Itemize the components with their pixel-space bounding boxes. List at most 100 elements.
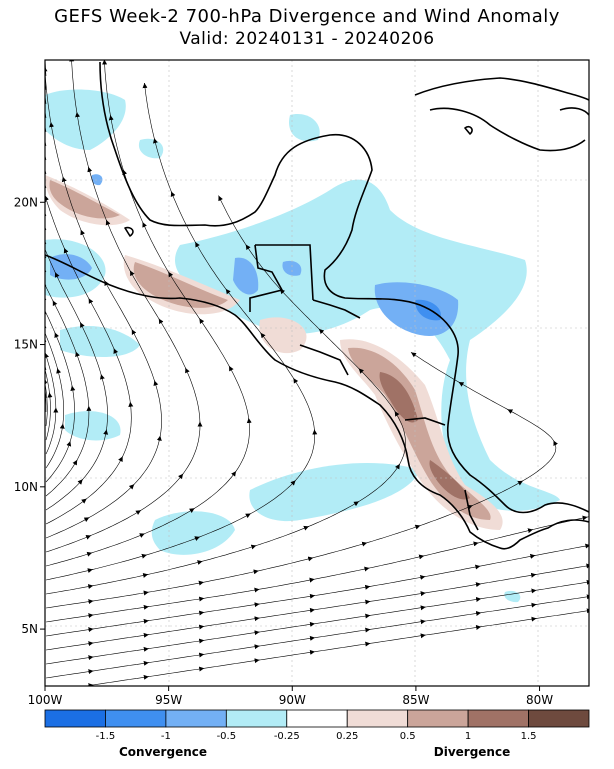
strong-divergence-shading <box>49 180 491 520</box>
streamline-arrow <box>83 517 90 523</box>
streamline <box>45 596 589 679</box>
streamline-arrow <box>197 560 203 565</box>
streamline-arrow <box>156 435 162 442</box>
lon-tick-label: 85W <box>402 693 429 707</box>
streamline-arrow <box>88 298 94 304</box>
streamline-arrow <box>59 423 65 429</box>
streamline-arrow <box>309 607 316 613</box>
streamline-arrow <box>527 528 534 534</box>
colorbar-left-label: Convergence <box>119 745 207 759</box>
colorbar-tick-label: -0.5 <box>217 731 237 742</box>
streamline-arrow <box>199 318 205 324</box>
lon-tick-label: 95W <box>155 693 182 707</box>
streamline-arrow <box>475 597 482 602</box>
streamline-arrow <box>87 166 93 173</box>
streamline-arrow <box>88 599 94 605</box>
streamline-arrow <box>309 577 315 583</box>
streamline-arrow <box>420 619 426 625</box>
streamline-arrow <box>198 638 205 644</box>
streamline <box>45 382 48 427</box>
streamline <box>45 581 589 665</box>
lon-tick-label: 90W <box>279 693 306 707</box>
colorbar-segment <box>105 709 167 728</box>
streamline-arrow <box>419 574 426 580</box>
lat-tick-label: 5N <box>21 622 38 636</box>
colorbar-segment <box>44 709 106 728</box>
streamline-arrow <box>309 593 316 599</box>
convergence-shading <box>45 89 560 603</box>
streamline-arrow <box>139 533 145 538</box>
streamline-arrow <box>231 470 237 477</box>
streamline-arrow <box>586 563 589 569</box>
streamline-arrow <box>290 480 296 486</box>
streamline-arrow <box>88 683 94 686</box>
streamline-arrow <box>420 591 426 597</box>
colorbar-tick-label: 0.25 <box>336 731 358 742</box>
streamline-arrow <box>198 624 205 630</box>
streamline-arrow <box>142 573 149 578</box>
streamline-arrow <box>185 367 190 374</box>
streamline-arrow <box>141 553 147 559</box>
streamline-arrow <box>365 613 371 619</box>
colorbar-right-label: Divergence <box>434 745 510 759</box>
streamline-arrow <box>168 271 174 278</box>
colorbar-segment <box>528 709 590 728</box>
colorbar-tick-label: -1 <box>161 731 171 742</box>
streamline-arrow <box>198 652 205 658</box>
wind-anomaly-streamlines <box>45 60 589 686</box>
streamline <box>45 195 406 595</box>
streamline <box>45 284 90 497</box>
streamline-arrow <box>307 556 314 562</box>
streamline-arrow <box>467 505 473 510</box>
streamline-arrow <box>61 176 67 183</box>
streamline-arrow <box>198 666 205 672</box>
streamline-arrow <box>88 613 94 619</box>
streamline-arrow <box>318 328 325 335</box>
colorbar-segment <box>225 709 288 728</box>
lon-tick-label: 80W <box>526 693 553 707</box>
streamline-arrow <box>72 459 78 466</box>
streamline-arrow <box>529 553 536 559</box>
streamline-arrow <box>228 365 234 372</box>
streamline-arrow <box>517 480 524 486</box>
streamline-arrow <box>530 572 537 578</box>
streamline-arrow <box>475 582 482 588</box>
streamline-arrow <box>245 513 251 519</box>
coastlines <box>45 61 589 550</box>
streamline-arrow <box>198 580 204 586</box>
streamline-arrow <box>170 191 176 198</box>
streamline-arrow <box>365 599 371 605</box>
streamline-arrow <box>309 635 316 641</box>
streamline-arrow <box>70 385 76 392</box>
streamline-arrow <box>420 605 426 611</box>
streamline-arrow <box>49 122 55 128</box>
lat-tick-label: 20N <box>14 195 38 209</box>
streamline-arrow <box>198 596 205 602</box>
streamline-arrow <box>66 441 72 447</box>
streamline-arrow <box>358 368 364 374</box>
streamline-arrow <box>87 584 94 590</box>
streamline-arrow <box>254 630 260 636</box>
latitude-axis: 5N 10N 15N 20N <box>14 195 45 636</box>
streamline <box>45 516 589 623</box>
streamline-arrow <box>253 569 259 575</box>
streamline-arrow <box>365 641 371 647</box>
map-subtitle: Valid: 20240131 - 20240206 <box>179 29 435 49</box>
streamline-arrow <box>303 525 309 531</box>
streamline-arrow <box>293 377 299 384</box>
streamline-arrow <box>254 616 260 622</box>
colorbar-segment <box>286 709 348 728</box>
colorbar-segment <box>467 709 529 728</box>
streamline-arrow <box>143 632 149 638</box>
streamline-arrow <box>75 112 81 118</box>
strong-convergence-shading <box>50 174 459 336</box>
streamline-arrow <box>105 219 111 226</box>
streamline-arrow <box>475 610 482 616</box>
streamline-arrow <box>531 588 537 594</box>
streamline-arrow <box>113 348 119 354</box>
streamline-arrow <box>553 440 558 447</box>
streamline-arrow <box>80 229 86 236</box>
streamline-arrow <box>260 332 266 339</box>
streamline-arrow <box>129 270 135 277</box>
streamline-arrow <box>507 409 514 414</box>
